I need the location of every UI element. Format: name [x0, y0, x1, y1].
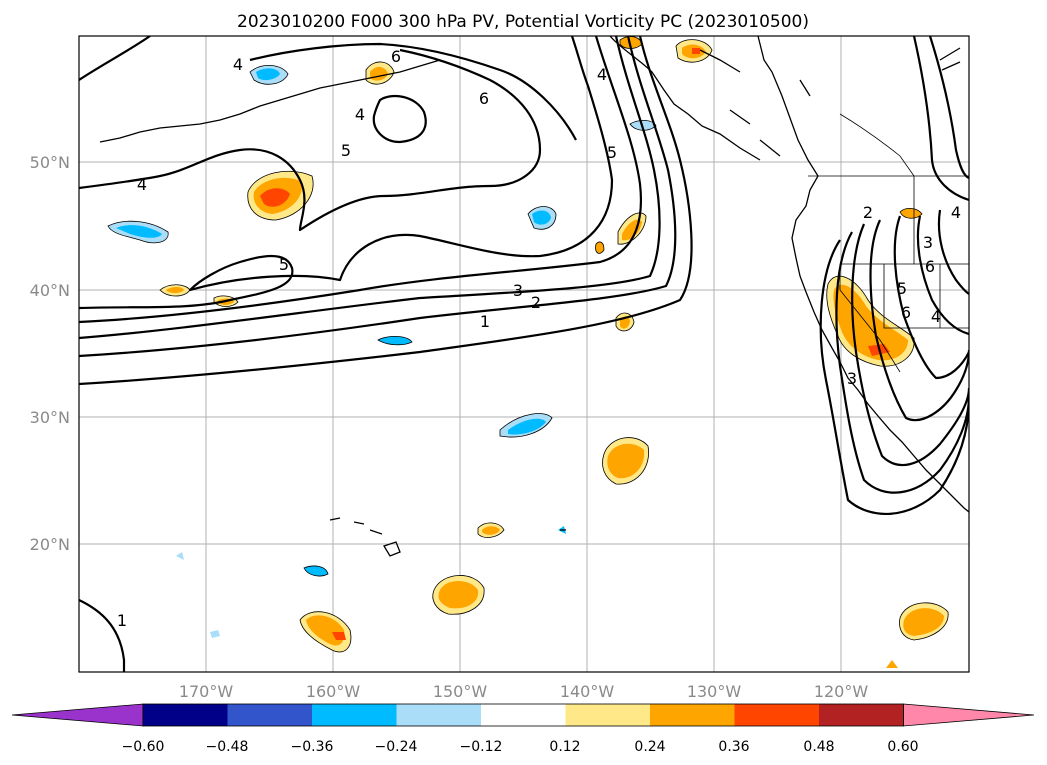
lon-label: 130°W: [687, 682, 742, 701]
colorbar-tick-label: 0.12: [549, 739, 580, 755]
contour-label: 6: [391, 47, 401, 66]
contour-label: 4: [233, 55, 243, 74]
colorbar-extend-max: [903, 703, 1035, 727]
contour-label: 5: [897, 279, 907, 298]
contour-label: 2: [531, 293, 541, 312]
contour-label: 5: [607, 143, 617, 162]
longitude-labels: 170°W 160°W 150°W 140°W 130°W 120°W: [179, 682, 869, 701]
colorbar-tick-label: 0.24: [634, 739, 665, 755]
pv-contour-cal-7: [937, 209, 969, 295]
pv-contour-2: [79, 36, 677, 358]
pv-contour-cal-4: [869, 219, 969, 422]
pv-contour-5b: [79, 48, 542, 232]
contour-label: 6: [479, 89, 489, 108]
latitude-labels: 50°N 40°N 30°N 20°N: [30, 153, 70, 554]
lon-label: 150°W: [433, 682, 488, 701]
pv-contour-5: [79, 36, 614, 310]
pv-contours: [79, 36, 969, 672]
colorbar-tick-label: 0.60: [887, 739, 918, 755]
contour-label: 4: [931, 307, 941, 326]
pv-contour-6a: [372, 94, 427, 144]
colorbar-tick-labels: −0.60 −0.48 −0.36 −0.24 −0.12 0.12 0.24 …: [122, 739, 919, 755]
contour-label: 6: [925, 257, 935, 276]
pv-contour-cal-3: [851, 223, 969, 466]
contour-label: 3: [847, 369, 857, 388]
contour-label: 4: [951, 203, 961, 222]
colorbar-segment: [227, 704, 312, 726]
contour-label: 4: [355, 105, 365, 124]
colorbar-tick-label: 0.36: [718, 739, 749, 755]
contour-labels: 4 6 6 4 5 4 5 4 5 3 2 1 4 6 2 3 6 5 4 3 …: [117, 47, 961, 630]
map-panel: 4 6 6 4 5 4 5 4 5 3 2 1 4 6 2 3 6 5 4 3 …: [79, 36, 969, 672]
negative-anomaly: [377, 336, 413, 346]
lat-label: 30°N: [30, 408, 70, 427]
positive-anomaly: [595, 241, 605, 254]
colorbar-segment: [565, 704, 650, 726]
colorbar-tick-label: −0.24: [375, 739, 418, 755]
pv-contour-cal-6: [916, 215, 969, 336]
pv-contour-ne2: [928, 36, 969, 180]
colorbar-segment: [819, 704, 904, 726]
contour-label: 6: [901, 303, 911, 322]
colorbar: −0.60 −0.48 −0.36 −0.24 −0.12 0.12 0.24 …: [11, 703, 1035, 755]
lon-label: 120°W: [814, 682, 869, 701]
pv-anomaly-shading: [107, 36, 949, 668]
pv-contour-4a: [79, 36, 642, 324]
contour-label: 2: [863, 203, 873, 222]
lat-label: 50°N: [30, 153, 70, 172]
lat-label: 20°N: [30, 535, 70, 554]
colorbar-tick-label: −0.12: [460, 739, 503, 755]
colorbar-frame: [142, 703, 904, 727]
colorbar-segments: [11, 703, 1035, 727]
colorbar-tick-label: −0.48: [206, 739, 249, 755]
pv-contour-ne: [912, 36, 969, 202]
colorbar-segment: [481, 704, 566, 726]
pv-contour-sw: [79, 599, 126, 672]
contour-label: 5: [279, 255, 289, 274]
colorbar-tick-label: −0.60: [122, 739, 165, 755]
colorbar-tick-label: −0.36: [291, 739, 334, 755]
pv-contour-cal-5: [893, 215, 969, 380]
pv-contour-1: [79, 36, 693, 386]
colorbar-segment: [312, 704, 397, 726]
colorbar-segment: [734, 704, 819, 726]
lon-label: 170°W: [179, 682, 234, 701]
positive-anomaly: [899, 208, 923, 219]
colorbar-tick-label: 0.48: [803, 739, 834, 755]
contour-label: 3: [513, 281, 523, 300]
contour-label: 4: [597, 65, 607, 84]
coastlines: [99, 36, 969, 557]
map-frame: [78, 35, 970, 673]
lat-label: 40°N: [30, 281, 70, 300]
contour-label: 1: [480, 312, 490, 331]
pv-contour-3: [79, 36, 661, 340]
contour-label: 1: [117, 611, 127, 630]
pv-contour-cal-2: [835, 231, 969, 494]
pv-contour-nw: [79, 36, 151, 81]
lon-label: 140°W: [560, 682, 615, 701]
contour-label: 4: [137, 175, 147, 194]
colorbar-segment: [143, 704, 228, 726]
colorbar-segment: [396, 704, 481, 726]
figure-title: 2023010200 F000 300 hPa PV, Potential Vo…: [237, 12, 809, 32]
pv-contour-6b: [249, 42, 577, 141]
colorbar-extend-min: [11, 703, 144, 727]
contour-label: 3: [923, 233, 933, 252]
pv-contour-cal-1: [819, 239, 969, 516]
lon-label: 160°W: [306, 682, 361, 701]
negative-anomaly: [303, 565, 329, 577]
colorbar-segment: [650, 704, 735, 726]
contour-label: 5: [341, 141, 351, 160]
